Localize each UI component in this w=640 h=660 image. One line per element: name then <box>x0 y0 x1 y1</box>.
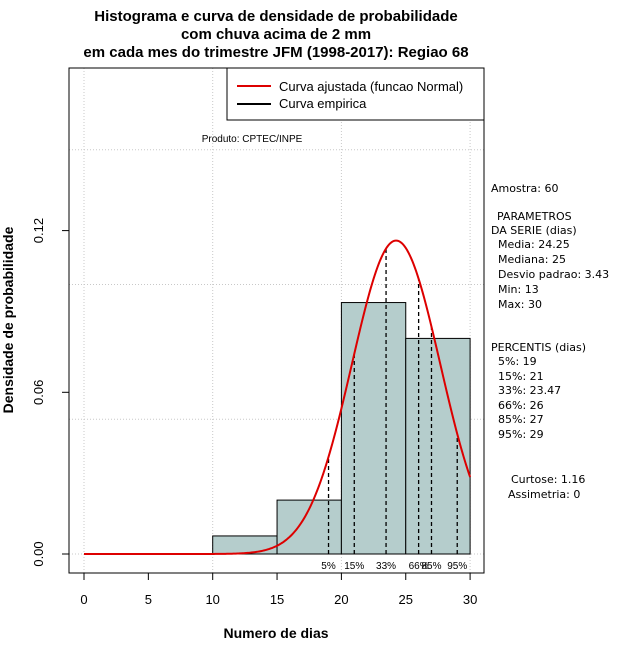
params-title-2: DA SERIE (dias) <box>491 224 577 237</box>
stat-curtose: Curtose: 1.16 <box>511 473 586 486</box>
stat-desvio: Desvio padrao: 3.43 <box>498 268 610 281</box>
percentile-label: 95% <box>447 561 467 572</box>
pct-95: 95%: 29 <box>498 428 544 441</box>
stat-assimetria: Assimetria: 0 <box>508 488 581 501</box>
stat-media: Media: 24.25 <box>498 238 570 251</box>
chart-title-line-3: em cada mes do trimestre JFM (1998-2017)… <box>83 44 468 61</box>
x-tick-label: 0 <box>80 592 87 607</box>
sample-size: Amostra: 60 <box>491 182 559 195</box>
x-tick-label: 30 <box>463 592 477 607</box>
pct-5: 5%: 19 <box>498 355 537 368</box>
bars-layer <box>212 302 471 555</box>
legend: Curva ajustada (funcao Normal) Curva emp… <box>226 67 485 121</box>
percentis-title: PERCENTIS (dias) <box>491 341 587 354</box>
percentile-label: 85% <box>421 561 441 572</box>
y-tick-label: 0.06 <box>31 380 46 405</box>
legend-normal-label: Curva ajustada (funcao Normal) <box>279 79 463 94</box>
x-tick-label: 15 <box>270 592 284 607</box>
params-title-1: PARAMETROS <box>497 210 572 223</box>
stat-mediana: Mediana: 25 <box>498 253 566 266</box>
x-tick-label: 20 <box>334 592 348 607</box>
x-tick-label: 10 <box>205 592 219 607</box>
pct-15: 15%: 21 <box>498 370 544 383</box>
pct-66: 66%: 26 <box>498 399 544 412</box>
x-axis-label: Numero de dias <box>223 625 328 641</box>
percentile-label: 5% <box>321 561 336 572</box>
y-axis-label: Densidade de probabilidade <box>0 226 16 413</box>
x-tick-label: 5 <box>145 592 152 607</box>
product-label: Produto: CPTEC/INPE <box>202 134 303 145</box>
histogram-bar <box>405 337 471 555</box>
y-tick-label: 0.00 <box>31 541 46 566</box>
histogram-bar <box>212 535 278 555</box>
percentile-label: 15% <box>344 561 364 572</box>
x-axis: 0 5 10 15 20 25 30 <box>80 572 477 607</box>
percentile-lines: 5% 15% 33% 66%85% 95% <box>321 248 467 572</box>
percentile-label: 33% <box>376 561 396 572</box>
pct-33: 33%: 23.47 <box>498 384 562 397</box>
chart-title-line-1: Histograma e curva de densidade de proba… <box>94 8 457 25</box>
legend-box <box>226 67 485 121</box>
normal-curve-line <box>84 239 472 555</box>
percentile-label: 66% <box>409 561 429 572</box>
stat-max: Max: 30 <box>498 298 542 311</box>
y-axis: 0.00 0.06 0.12 <box>31 218 70 567</box>
stat-min: Min: 13 <box>498 283 539 296</box>
x-tick-label: 25 <box>399 592 413 607</box>
chart-title-line-2: com chuva acima de 2 mm <box>181 26 371 43</box>
y-tick-label: 0.12 <box>31 218 46 243</box>
histogram-bar <box>340 302 407 555</box>
pct-85: 85%: 27 <box>498 413 544 426</box>
legend-empirical-label: Curva empirica <box>279 96 367 111</box>
